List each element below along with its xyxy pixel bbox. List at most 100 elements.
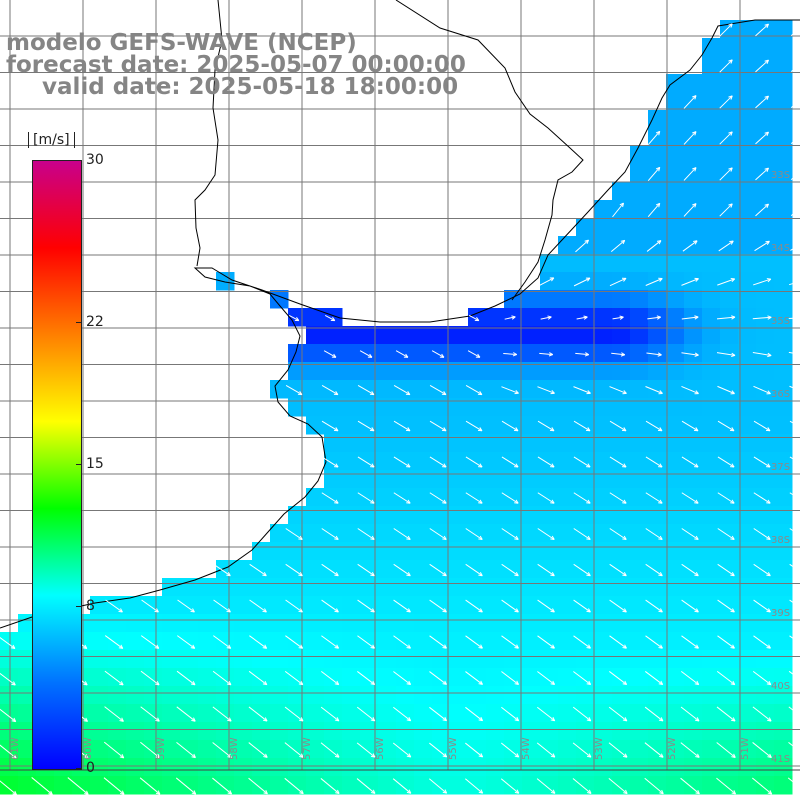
wind-speed-cell <box>126 704 145 723</box>
wind-arrow <box>501 563 519 577</box>
wind-speed-cell <box>738 668 757 687</box>
wind-speed-cell <box>324 506 343 525</box>
wind-speed-cell <box>774 452 793 471</box>
wind-arrow <box>609 420 627 432</box>
wind-speed-cell <box>486 488 505 507</box>
wind-speed-cell <box>702 290 721 309</box>
wind-speed-cell <box>90 686 109 705</box>
wind-arrow <box>468 314 480 322</box>
wind-speed-cell <box>270 524 289 543</box>
wind-arrow <box>323 350 337 358</box>
wind-arrow <box>0 744 17 759</box>
wind-speed-cell <box>756 200 775 219</box>
wind-speed-cell <box>306 686 325 705</box>
wind-speed-cell <box>774 596 793 615</box>
wind-speed-cell <box>342 740 361 759</box>
wind-speed-cell <box>198 758 217 777</box>
wind-speed-cell <box>288 632 307 651</box>
wind-arrow <box>608 778 628 795</box>
wind-arrow <box>610 239 626 253</box>
wind-speed-cell <box>450 380 469 399</box>
wind-arrow <box>284 670 304 686</box>
wind-speed-cell <box>522 326 541 345</box>
wind-speed-cell <box>414 344 433 363</box>
wind-arrow <box>572 778 592 794</box>
wind-speed-cell <box>774 488 793 507</box>
wind-speed-cell <box>720 362 739 381</box>
wind-speed-cell <box>162 740 181 759</box>
wind-speed-cell <box>774 416 793 435</box>
wind-arrow <box>611 352 626 357</box>
wind-speed-cell <box>756 38 775 57</box>
wind-speed-cell <box>738 146 757 165</box>
wind-speed-cell <box>738 596 757 615</box>
wind-speed-cell <box>216 686 235 705</box>
wind-arrow <box>681 352 699 357</box>
wind-arrow <box>680 777 700 795</box>
wind-speed-cell <box>126 722 145 741</box>
wind-speed-cell <box>396 614 415 633</box>
colorbar-tick <box>76 464 82 465</box>
wind-arrow <box>717 456 735 468</box>
wind-speed-cell <box>774 20 793 39</box>
wind-speed-cell <box>558 776 577 795</box>
wind-speed-cell <box>342 488 361 507</box>
wind-speed-cell <box>630 272 649 291</box>
wind-speed-cell <box>324 560 343 579</box>
wind-speed-cell <box>720 164 739 183</box>
wind-arrow <box>536 706 556 722</box>
wind-speed-cell <box>576 650 595 669</box>
wind-speed-cell <box>648 776 667 795</box>
wind-arrow <box>789 492 800 500</box>
wind-speed-cell <box>738 164 757 183</box>
wind-arrow <box>537 456 555 468</box>
wind-speed-cell <box>450 776 469 795</box>
wind-speed-cell <box>720 758 739 777</box>
wind-speed-cell <box>666 668 685 687</box>
wind-speed-cell <box>702 200 721 219</box>
wind-speed-cell <box>486 308 505 327</box>
wind-speed-cell <box>468 416 487 435</box>
wind-speed-cell <box>360 560 379 579</box>
wind-speed-cell <box>774 758 793 777</box>
wind-speed-cell <box>756 344 775 363</box>
wind-speed-cell <box>684 326 703 345</box>
wind-speed-cell <box>324 452 343 471</box>
wind-arrow <box>752 351 772 358</box>
wind-speed-cell <box>684 380 703 399</box>
wind-speed-cell <box>720 380 739 399</box>
wind-speed-cell <box>666 290 685 309</box>
wind-speed-cell <box>198 776 217 795</box>
wind-speed-cell <box>684 686 703 705</box>
wind-speed-cell <box>342 632 361 651</box>
longitude-labels: 61W 60W 59W 58W 57W 56W 55W 54W 53W 52W 51W <box>10 737 751 760</box>
wind-arrow <box>681 420 699 432</box>
wind-arrow <box>752 315 772 320</box>
wind-speed-cell <box>684 596 703 615</box>
wind-speed-cell <box>450 686 469 705</box>
wind-speed-cell <box>378 614 397 633</box>
wind-speed-cell <box>324 488 343 507</box>
wind-speed-cell <box>720 146 739 165</box>
wind-speed-cell <box>432 668 451 687</box>
wind-speed-cell <box>648 758 667 777</box>
wind-speed-cell <box>180 776 199 795</box>
wind-speed-cell <box>378 416 397 435</box>
wind-speed-cell <box>648 416 667 435</box>
wind-arrow <box>248 742 268 758</box>
wind-speed-cell <box>630 470 649 489</box>
wind-speed-cell <box>396 542 415 561</box>
wind-arrow <box>754 240 770 252</box>
wind-speed-cell <box>648 506 667 525</box>
wind-arrow <box>429 492 447 504</box>
wind-speed-cell <box>378 362 397 381</box>
wind-speed-cell <box>378 380 397 399</box>
wind-speed-cell <box>90 740 109 759</box>
wind-speed-cell <box>612 182 631 201</box>
wind-arrow <box>356 706 376 722</box>
wind-speed-cell <box>738 686 757 705</box>
wind-speed-cell <box>468 722 487 741</box>
wind-speed-cell <box>720 614 739 633</box>
wind-speed-cell <box>450 650 469 669</box>
wind-arrow <box>681 277 699 286</box>
